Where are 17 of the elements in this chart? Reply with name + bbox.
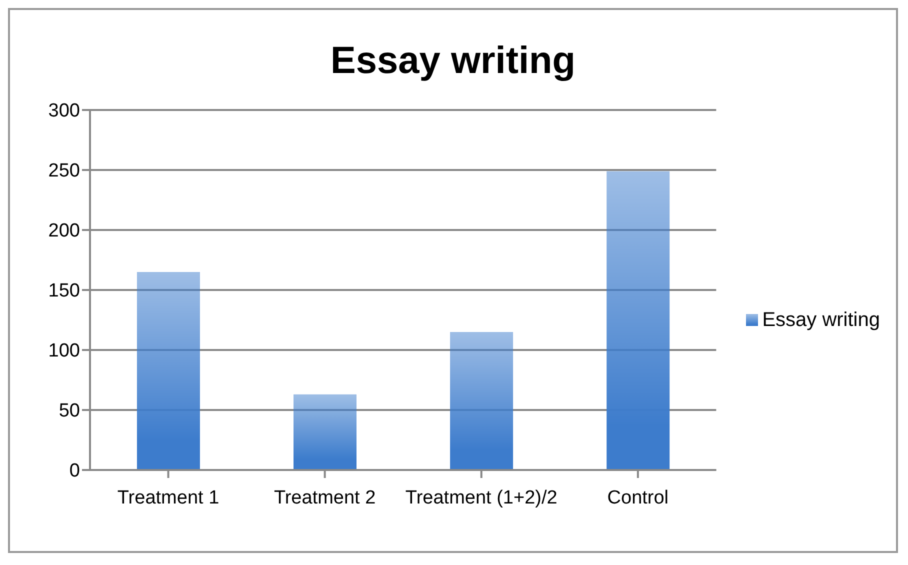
bar <box>450 332 514 470</box>
y-tick-label: 150 <box>48 280 80 302</box>
x-tick-label: Treatment 2 <box>274 487 376 508</box>
x-tick-label: Treatment 1 <box>117 487 220 508</box>
bar <box>606 171 670 470</box>
y-tick-label: 0 <box>69 460 80 482</box>
y-tick-label: 200 <box>48 220 80 242</box>
bar <box>294 394 357 470</box>
bar <box>136 272 200 470</box>
y-tick-label: 100 <box>48 340 80 362</box>
chart-title: Essay writing <box>330 40 576 84</box>
x-tick-label: Control <box>607 487 669 508</box>
y-tick-label: 50 <box>58 400 80 422</box>
legend-label: Essay writing <box>762 308 880 330</box>
y-tick-label: 300 <box>48 100 80 122</box>
x-tick-label: Treatment (1+2)/2 <box>405 487 558 508</box>
y-tick-label: 250 <box>48 160 80 182</box>
